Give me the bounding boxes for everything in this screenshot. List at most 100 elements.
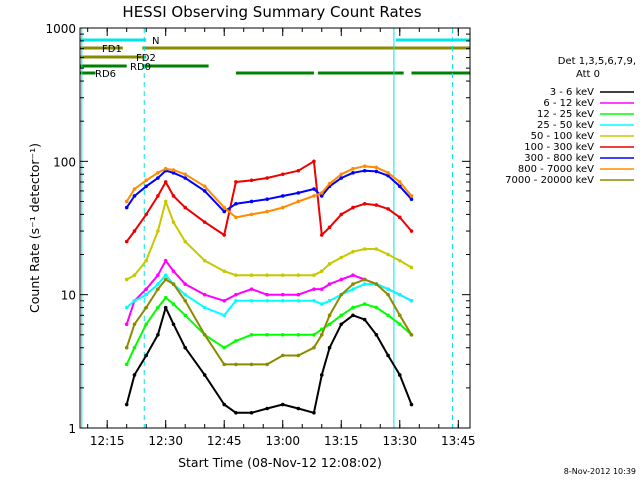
legend-header-2: Att 0 bbox=[576, 69, 600, 80]
series-point-2 bbox=[124, 362, 129, 367]
series-point-0 bbox=[132, 373, 137, 377]
series-point-5 bbox=[171, 194, 176, 198]
flag-label-rd0: RD0 bbox=[130, 62, 151, 73]
series-point-0 bbox=[339, 322, 344, 327]
series-point-0 bbox=[222, 402, 227, 407]
series-point-8 bbox=[327, 313, 332, 318]
series-point-0 bbox=[144, 353, 148, 358]
series-point-6 bbox=[409, 197, 414, 201]
series-point-5 bbox=[234, 180, 238, 184]
series-point-7 bbox=[265, 209, 269, 214]
legend-label: 800 - 7000 keV bbox=[518, 164, 594, 175]
series-point-7 bbox=[171, 168, 176, 172]
series-point-0 bbox=[234, 411, 238, 415]
series-point-8 bbox=[280, 353, 285, 358]
series-point-5 bbox=[312, 159, 316, 164]
series-point-8 bbox=[171, 282, 176, 286]
series-point-2 bbox=[171, 302, 176, 306]
series-point-3 bbox=[222, 313, 227, 318]
series-point-0 bbox=[374, 333, 379, 337]
series-point-0 bbox=[319, 373, 324, 377]
series-line-4 bbox=[126, 200, 413, 281]
series-point-3 bbox=[265, 298, 269, 303]
series-point-7 bbox=[280, 205, 285, 210]
series-point-6 bbox=[280, 194, 285, 198]
series-point-0 bbox=[409, 402, 414, 407]
series-point-1 bbox=[144, 287, 148, 291]
series-point-7 bbox=[222, 205, 227, 210]
series-point-3 bbox=[183, 292, 188, 297]
x-tick-label: 13:00 bbox=[265, 434, 300, 448]
series-point-4 bbox=[351, 249, 355, 254]
series-point-7 bbox=[183, 172, 188, 177]
series-line-3 bbox=[126, 274, 412, 317]
y-axis-label: Count Rate (s⁻¹ detector⁻¹) bbox=[27, 143, 42, 313]
series-point-8 bbox=[249, 362, 254, 367]
series-point-5 bbox=[362, 202, 367, 206]
series-point-1 bbox=[265, 292, 269, 297]
series-point-5 bbox=[249, 178, 254, 183]
legend-label: 50 - 100 keV bbox=[531, 131, 595, 142]
x-axis-label: Start Time (08-Nov-12 12:08:02) bbox=[178, 455, 382, 470]
plot-frame bbox=[79, 27, 471, 429]
series-point-7 bbox=[163, 166, 168, 171]
series-point-1 bbox=[183, 282, 188, 286]
series-point-2 bbox=[249, 333, 254, 337]
data-series bbox=[124, 159, 414, 415]
series-point-1 bbox=[280, 292, 285, 297]
series-point-3 bbox=[296, 298, 301, 303]
series-point-8 bbox=[234, 362, 238, 367]
series-point-1 bbox=[124, 322, 129, 327]
series-point-7 bbox=[409, 194, 414, 198]
series-line-2 bbox=[125, 296, 413, 365]
series-point-6 bbox=[202, 189, 207, 193]
series-point-8 bbox=[265, 362, 269, 367]
series-point-4 bbox=[280, 273, 285, 277]
series-point-7 bbox=[319, 191, 324, 195]
series-point-8 bbox=[386, 292, 390, 297]
series-point-7 bbox=[124, 199, 129, 204]
series-point-0 bbox=[124, 402, 129, 407]
series-point-8 bbox=[163, 277, 168, 282]
series-point-4 bbox=[386, 252, 390, 257]
series-point-1 bbox=[249, 287, 254, 291]
series-point-8 bbox=[319, 333, 324, 337]
series-point-4 bbox=[222, 269, 227, 273]
series-point-4 bbox=[156, 229, 160, 233]
series-point-4 bbox=[202, 258, 207, 263]
series-point-3 bbox=[156, 282, 160, 286]
series-point-6 bbox=[249, 199, 254, 204]
series-point-2 bbox=[312, 333, 316, 337]
series-point-4 bbox=[312, 273, 316, 277]
series-point-8 bbox=[183, 298, 188, 303]
series-point-8 bbox=[374, 282, 379, 286]
series-point-5 bbox=[156, 194, 160, 198]
series-point-1 bbox=[351, 273, 355, 277]
series-point-7 bbox=[327, 181, 332, 186]
series-line-5 bbox=[125, 160, 413, 243]
series-point-4 bbox=[171, 220, 176, 224]
series-point-6 bbox=[351, 171, 355, 175]
series-point-6 bbox=[124, 205, 129, 210]
chart-title: HESSI Observing Summary Count Rates bbox=[122, 3, 421, 21]
series-point-1 bbox=[222, 298, 227, 303]
series-point-0 bbox=[280, 402, 285, 407]
series-point-8 bbox=[397, 313, 402, 318]
series-point-1 bbox=[234, 292, 238, 297]
flag-label-rd6: RD6 bbox=[95, 69, 116, 80]
series-point-7 bbox=[144, 178, 148, 183]
flag-label-fd2: FD2 bbox=[136, 53, 156, 64]
series-point-4 bbox=[374, 247, 379, 251]
series-point-8 bbox=[132, 322, 137, 327]
series-point-2 bbox=[386, 313, 390, 318]
series-point-6 bbox=[156, 176, 160, 180]
series-point-5 bbox=[222, 233, 227, 237]
series-point-1 bbox=[296, 292, 301, 297]
series-point-1 bbox=[312, 287, 316, 291]
series-point-5 bbox=[280, 172, 285, 177]
legend-label: 7000 - 20000 keV bbox=[505, 175, 594, 186]
series-point-2 bbox=[327, 322, 332, 327]
series-point-8 bbox=[144, 305, 148, 310]
